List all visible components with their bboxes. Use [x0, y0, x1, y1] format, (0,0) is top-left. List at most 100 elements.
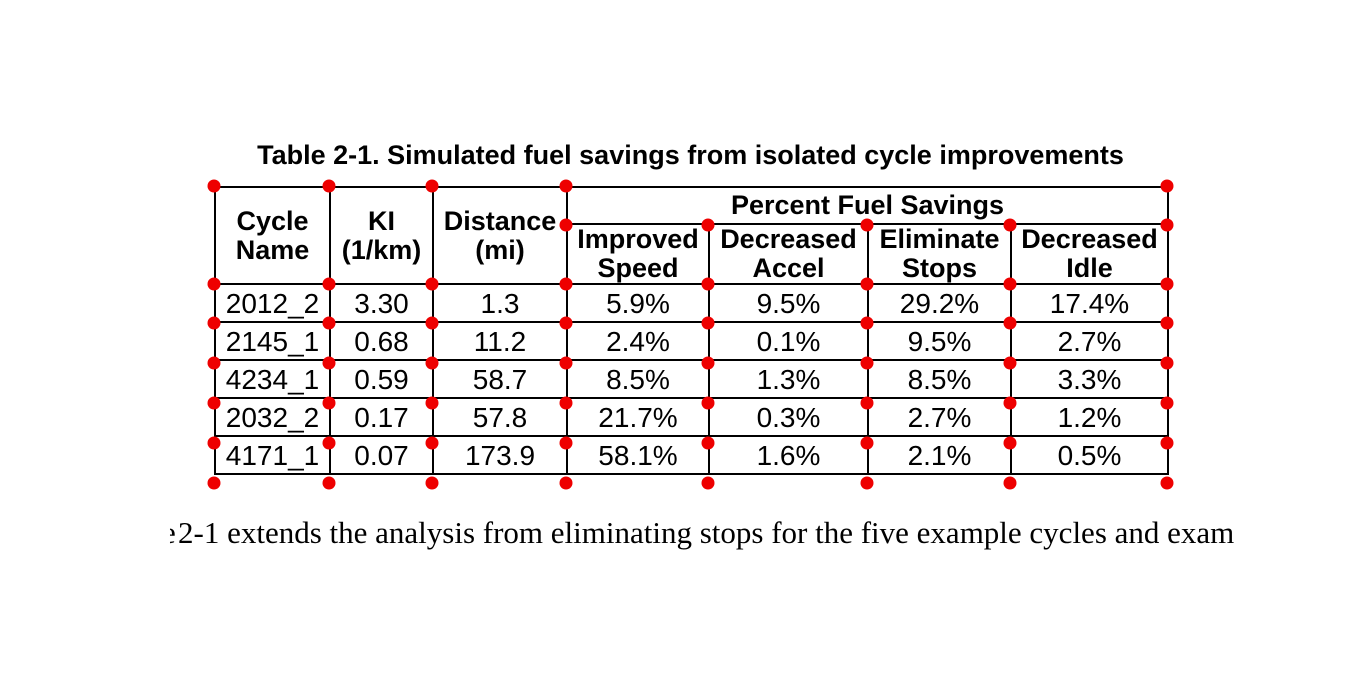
- table-cell: 0.17: [329, 397, 434, 437]
- red-dot-marker: [559, 218, 573, 232]
- col-header-ki: KI (1/km): [329, 186, 434, 285]
- red-dot-marker: [1003, 436, 1017, 450]
- red-dot-marker: [559, 356, 573, 370]
- red-dot-marker: [207, 277, 221, 291]
- table-cell: 1.3: [432, 283, 568, 323]
- table-cell: 0.1%: [708, 321, 869, 361]
- red-dot-marker: [425, 179, 439, 193]
- red-dot-marker: [322, 277, 336, 291]
- red-dot-marker: [860, 476, 874, 490]
- table-cell: 2032_2: [214, 397, 331, 437]
- table-cell: 58.1%: [566, 435, 710, 475]
- red-dot-marker: [425, 316, 439, 330]
- table-cell: 3.3%: [1010, 359, 1169, 399]
- red-dot-marker: [1160, 316, 1174, 330]
- red-dot-marker: [1160, 277, 1174, 291]
- table-cell: 1.3%: [708, 359, 869, 399]
- table-row: 4234_1 0.59 58.7 8.5% 1.3% 8.5% 3.3%: [214, 359, 1169, 399]
- table-cell: 1.2%: [1010, 397, 1169, 437]
- red-dot-marker: [425, 476, 439, 490]
- red-dot-marker: [1003, 476, 1017, 490]
- table-cell: 1.6%: [708, 435, 869, 475]
- table-cell: 2012_2: [214, 283, 331, 323]
- red-dot-marker: [1160, 218, 1174, 232]
- sub-header-decreased-accel: Decreased Accel: [708, 223, 869, 285]
- table-cell: 5.9%: [566, 283, 710, 323]
- red-dot-marker: [207, 436, 221, 450]
- table-cell: 9.5%: [867, 321, 1012, 361]
- table-row: 2145_1 0.68 11.2 2.4% 0.1% 9.5% 2.7%: [214, 321, 1169, 361]
- red-dot-marker: [701, 277, 715, 291]
- table-cell: 0.5%: [1010, 435, 1169, 475]
- sub-header-decreased-idle: Decreased Idle: [1010, 223, 1169, 285]
- red-dot-marker: [322, 316, 336, 330]
- table-cell: 2.7%: [867, 397, 1012, 437]
- table-cell: 2.4%: [566, 321, 710, 361]
- table-cell: 4171_1: [214, 435, 331, 475]
- table-cell: 21.7%: [566, 397, 710, 437]
- table-cell: 11.2: [432, 321, 568, 361]
- red-dot-marker: [701, 436, 715, 450]
- red-dot-marker: [1003, 396, 1017, 410]
- red-dot-marker: [701, 218, 715, 232]
- table-cell: 17.4%: [1010, 283, 1169, 323]
- red-dot-marker: [559, 436, 573, 450]
- table-cell: 0.68: [329, 321, 434, 361]
- red-dot-marker: [1160, 396, 1174, 410]
- table-row: 4171_1 0.07 173.9 58.1% 1.6% 2.1% 0.5%: [214, 435, 1169, 475]
- table-cell: 0.07: [329, 435, 434, 475]
- red-dot-marker: [1003, 356, 1017, 370]
- table-cell: 29.2%: [867, 283, 1012, 323]
- red-dot-marker: [860, 316, 874, 330]
- table-cell: 0.3%: [708, 397, 869, 437]
- table-cell: 9.5%: [708, 283, 869, 323]
- table-cell: 8.5%: [566, 359, 710, 399]
- red-dot-marker: [701, 316, 715, 330]
- table-row: 2032_2 0.17 57.8 21.7% 0.3% 2.7% 1.2%: [214, 397, 1169, 437]
- table-cell: 3.30: [329, 283, 434, 323]
- fuel-savings-table: Cycle Name KI (1/km) Distance (mi) Perce…: [214, 186, 1169, 475]
- red-dot-marker: [425, 277, 439, 291]
- red-dot-marker: [207, 476, 221, 490]
- table-cell: 8.5%: [867, 359, 1012, 399]
- red-dot-marker: [1003, 277, 1017, 291]
- red-dot-marker: [1160, 179, 1174, 193]
- table-cell: 2.1%: [867, 435, 1012, 475]
- red-dot-marker: [425, 436, 439, 450]
- red-dot-marker: [207, 356, 221, 370]
- sub-header-eliminate-stops: Eliminate Stops: [867, 223, 1012, 285]
- red-dot-marker: [1003, 218, 1017, 232]
- red-dot-marker: [322, 476, 336, 490]
- red-dot-marker: [860, 436, 874, 450]
- red-dot-marker: [701, 476, 715, 490]
- red-dot-marker: [860, 218, 874, 232]
- sub-header-improved-speed: Improved Speed: [566, 223, 710, 285]
- red-dot-marker: [207, 396, 221, 410]
- red-dot-marker: [425, 356, 439, 370]
- red-dot-marker: [559, 277, 573, 291]
- red-dot-marker: [1160, 436, 1174, 450]
- table-row: 2012_2 3.30 1.3 5.9% 9.5% 29.2% 17.4%: [214, 283, 1169, 323]
- red-dot-marker: [425, 396, 439, 410]
- red-dot-marker: [860, 277, 874, 291]
- red-dot-marker: [1160, 476, 1174, 490]
- table-cell: 0.59: [329, 359, 434, 399]
- red-dot-marker: [322, 396, 336, 410]
- body-text-line: 2-1 extends the analysis from eliminatin…: [178, 515, 1235, 550]
- red-dot-marker: [701, 356, 715, 370]
- table-cell: 58.7: [432, 359, 568, 399]
- red-dot-marker: [322, 356, 336, 370]
- table-cell: 2.7%: [1010, 321, 1169, 361]
- red-dot-marker: [1003, 316, 1017, 330]
- red-dot-marker: [322, 436, 336, 450]
- col-header-distance: Distance (mi): [432, 186, 568, 285]
- clipped-edge-character: e: [162, 515, 176, 550]
- red-dot-marker: [559, 179, 573, 193]
- red-dot-marker: [559, 476, 573, 490]
- red-dot-marker: [207, 316, 221, 330]
- table-cell: 173.9: [432, 435, 568, 475]
- red-dot-marker: [860, 356, 874, 370]
- red-dot-marker: [559, 316, 573, 330]
- red-dot-marker: [701, 396, 715, 410]
- table-cell: 2145_1: [214, 321, 331, 361]
